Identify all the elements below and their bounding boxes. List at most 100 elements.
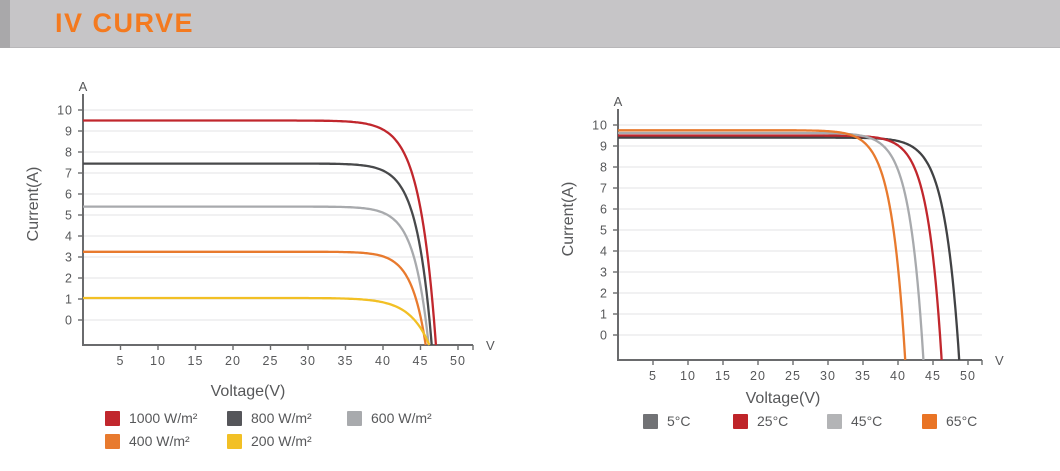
legend-label: 600 W/m² <box>371 410 432 426</box>
svg-text:5: 5 <box>649 369 657 383</box>
legend-swatch-icon <box>347 410 362 426</box>
legend-item: 5°C <box>643 413 733 429</box>
legend-swatch-icon <box>733 413 748 429</box>
axis-ticks <box>613 124 983 365</box>
legend-item: 600 W/m² <box>347 410 487 426</box>
svg-text:35: 35 <box>855 369 871 383</box>
svg-text:40: 40 <box>890 369 906 383</box>
svg-text:10: 10 <box>57 104 73 118</box>
svg-text:35: 35 <box>338 354 354 368</box>
legend-label: 65°C <box>946 413 978 429</box>
svg-text:30: 30 <box>300 354 316 368</box>
legend-swatch-icon <box>922 413 937 429</box>
legend-swatch-icon <box>105 410 120 426</box>
legend-label: 400 W/m² <box>129 433 190 449</box>
page-title: IV CURVE <box>55 8 195 38</box>
svg-text:7: 7 <box>65 167 73 181</box>
curve-600-w-m <box>83 205 430 346</box>
legend-item: 1000 W/m² <box>105 410 227 426</box>
legend-temperature: 5°C 25°C 45°C 65°C <box>643 413 1012 429</box>
axes <box>617 109 982 361</box>
legend-item: 200 W/m² <box>227 433 347 449</box>
svg-text:6: 6 <box>65 188 73 202</box>
iv-curve-irradiance-chart: 0 1 2 3 4 5 6 7 8 9 10 5 10 15 20 25 30 35 40 45 50 A V Curren… <box>25 79 548 470</box>
svg-text:15: 15 <box>188 354 204 368</box>
legend-irradiance: 1000 W/m² 800 W/m² 600 W/m² 400 W/m² 200 W/m… <box>105 410 487 449</box>
header-edge <box>0 0 10 48</box>
curve-1000-w-m <box>83 119 438 346</box>
svg-text:0: 0 <box>65 314 73 328</box>
curve-5-c <box>618 136 961 361</box>
svg-text:40: 40 <box>375 354 391 368</box>
svg-text:5: 5 <box>117 354 125 368</box>
y-axis-title: Current(A) <box>25 166 42 242</box>
svg-text:45: 45 <box>413 354 429 368</box>
curve-25-c <box>618 134 943 361</box>
svg-text:50: 50 <box>450 354 466 368</box>
legend-label: 200 W/m² <box>251 433 312 449</box>
curve-800-w-m <box>83 162 433 346</box>
legend-label: 45°C <box>851 413 883 429</box>
svg-text:10: 10 <box>592 119 608 133</box>
svg-text:10: 10 <box>150 354 166 368</box>
svg-text:2: 2 <box>600 287 608 301</box>
svg-text:45: 45 <box>925 369 941 383</box>
x-axis-unit: V <box>995 353 1004 368</box>
svg-text:50: 50 <box>960 369 976 383</box>
legend-item: 65°C <box>922 413 1012 429</box>
legend-label: 1000 W/m² <box>129 410 198 426</box>
y-axis-unit: A <box>614 94 623 109</box>
legend-swatch-icon <box>227 433 242 449</box>
gridlines <box>618 124 982 336</box>
x-axis-title: Voltage(V) <box>745 390 821 407</box>
svg-text:3: 3 <box>65 251 73 265</box>
x-axis-unit: V <box>486 338 495 353</box>
curve-400-w-m <box>83 250 427 346</box>
svg-text:20: 20 <box>750 369 766 383</box>
svg-text:5: 5 <box>65 209 73 223</box>
svg-text:20: 20 <box>225 354 241 368</box>
svg-text:6: 6 <box>600 203 608 217</box>
legend-item: 800 W/m² <box>227 410 347 426</box>
axis-ticks <box>78 109 474 350</box>
svg-text:10: 10 <box>680 369 696 383</box>
svg-text:8: 8 <box>65 146 73 160</box>
legend-swatch-icon <box>643 413 658 429</box>
svg-text:2: 2 <box>65 272 73 286</box>
legend-item: 400 W/m² <box>105 433 227 449</box>
curve-45-c <box>618 131 925 361</box>
svg-text:25: 25 <box>263 354 279 368</box>
legend-swatch-icon <box>105 433 120 449</box>
svg-text:8: 8 <box>600 161 608 175</box>
svg-text:4: 4 <box>600 245 608 259</box>
y-axis-title: Current(A) <box>560 181 577 257</box>
svg-text:9: 9 <box>600 140 608 154</box>
header-bar: IV CURVE <box>0 0 1060 48</box>
svg-text:0: 0 <box>600 329 608 343</box>
curves <box>618 129 961 361</box>
legend-label: 800 W/m² <box>251 410 312 426</box>
svg-text:30: 30 <box>820 369 836 383</box>
legend-label: 5°C <box>667 413 691 429</box>
gridlines <box>83 109 473 321</box>
svg-text:4: 4 <box>65 230 73 244</box>
curves <box>83 119 438 346</box>
legend-swatch-icon <box>827 413 842 429</box>
svg-text:25: 25 <box>785 369 801 383</box>
iv-curve-temperature-chart: 0 1 2 3 4 5 6 7 8 9 10 5 10 15 20 25 30 35 40 45 50 A V Curren… <box>560 94 1060 471</box>
svg-text:7: 7 <box>600 182 608 196</box>
svg-text:1: 1 <box>600 308 608 322</box>
svg-text:9: 9 <box>65 125 73 139</box>
curve-200-w-m <box>83 296 431 346</box>
legend-item: 45°C <box>827 413 922 429</box>
y-axis-unit: A <box>79 79 88 94</box>
legend-swatch-icon <box>227 410 242 426</box>
legend-label: 25°C <box>757 413 789 429</box>
curve-65-c <box>618 129 907 361</box>
svg-text:3: 3 <box>600 266 608 280</box>
